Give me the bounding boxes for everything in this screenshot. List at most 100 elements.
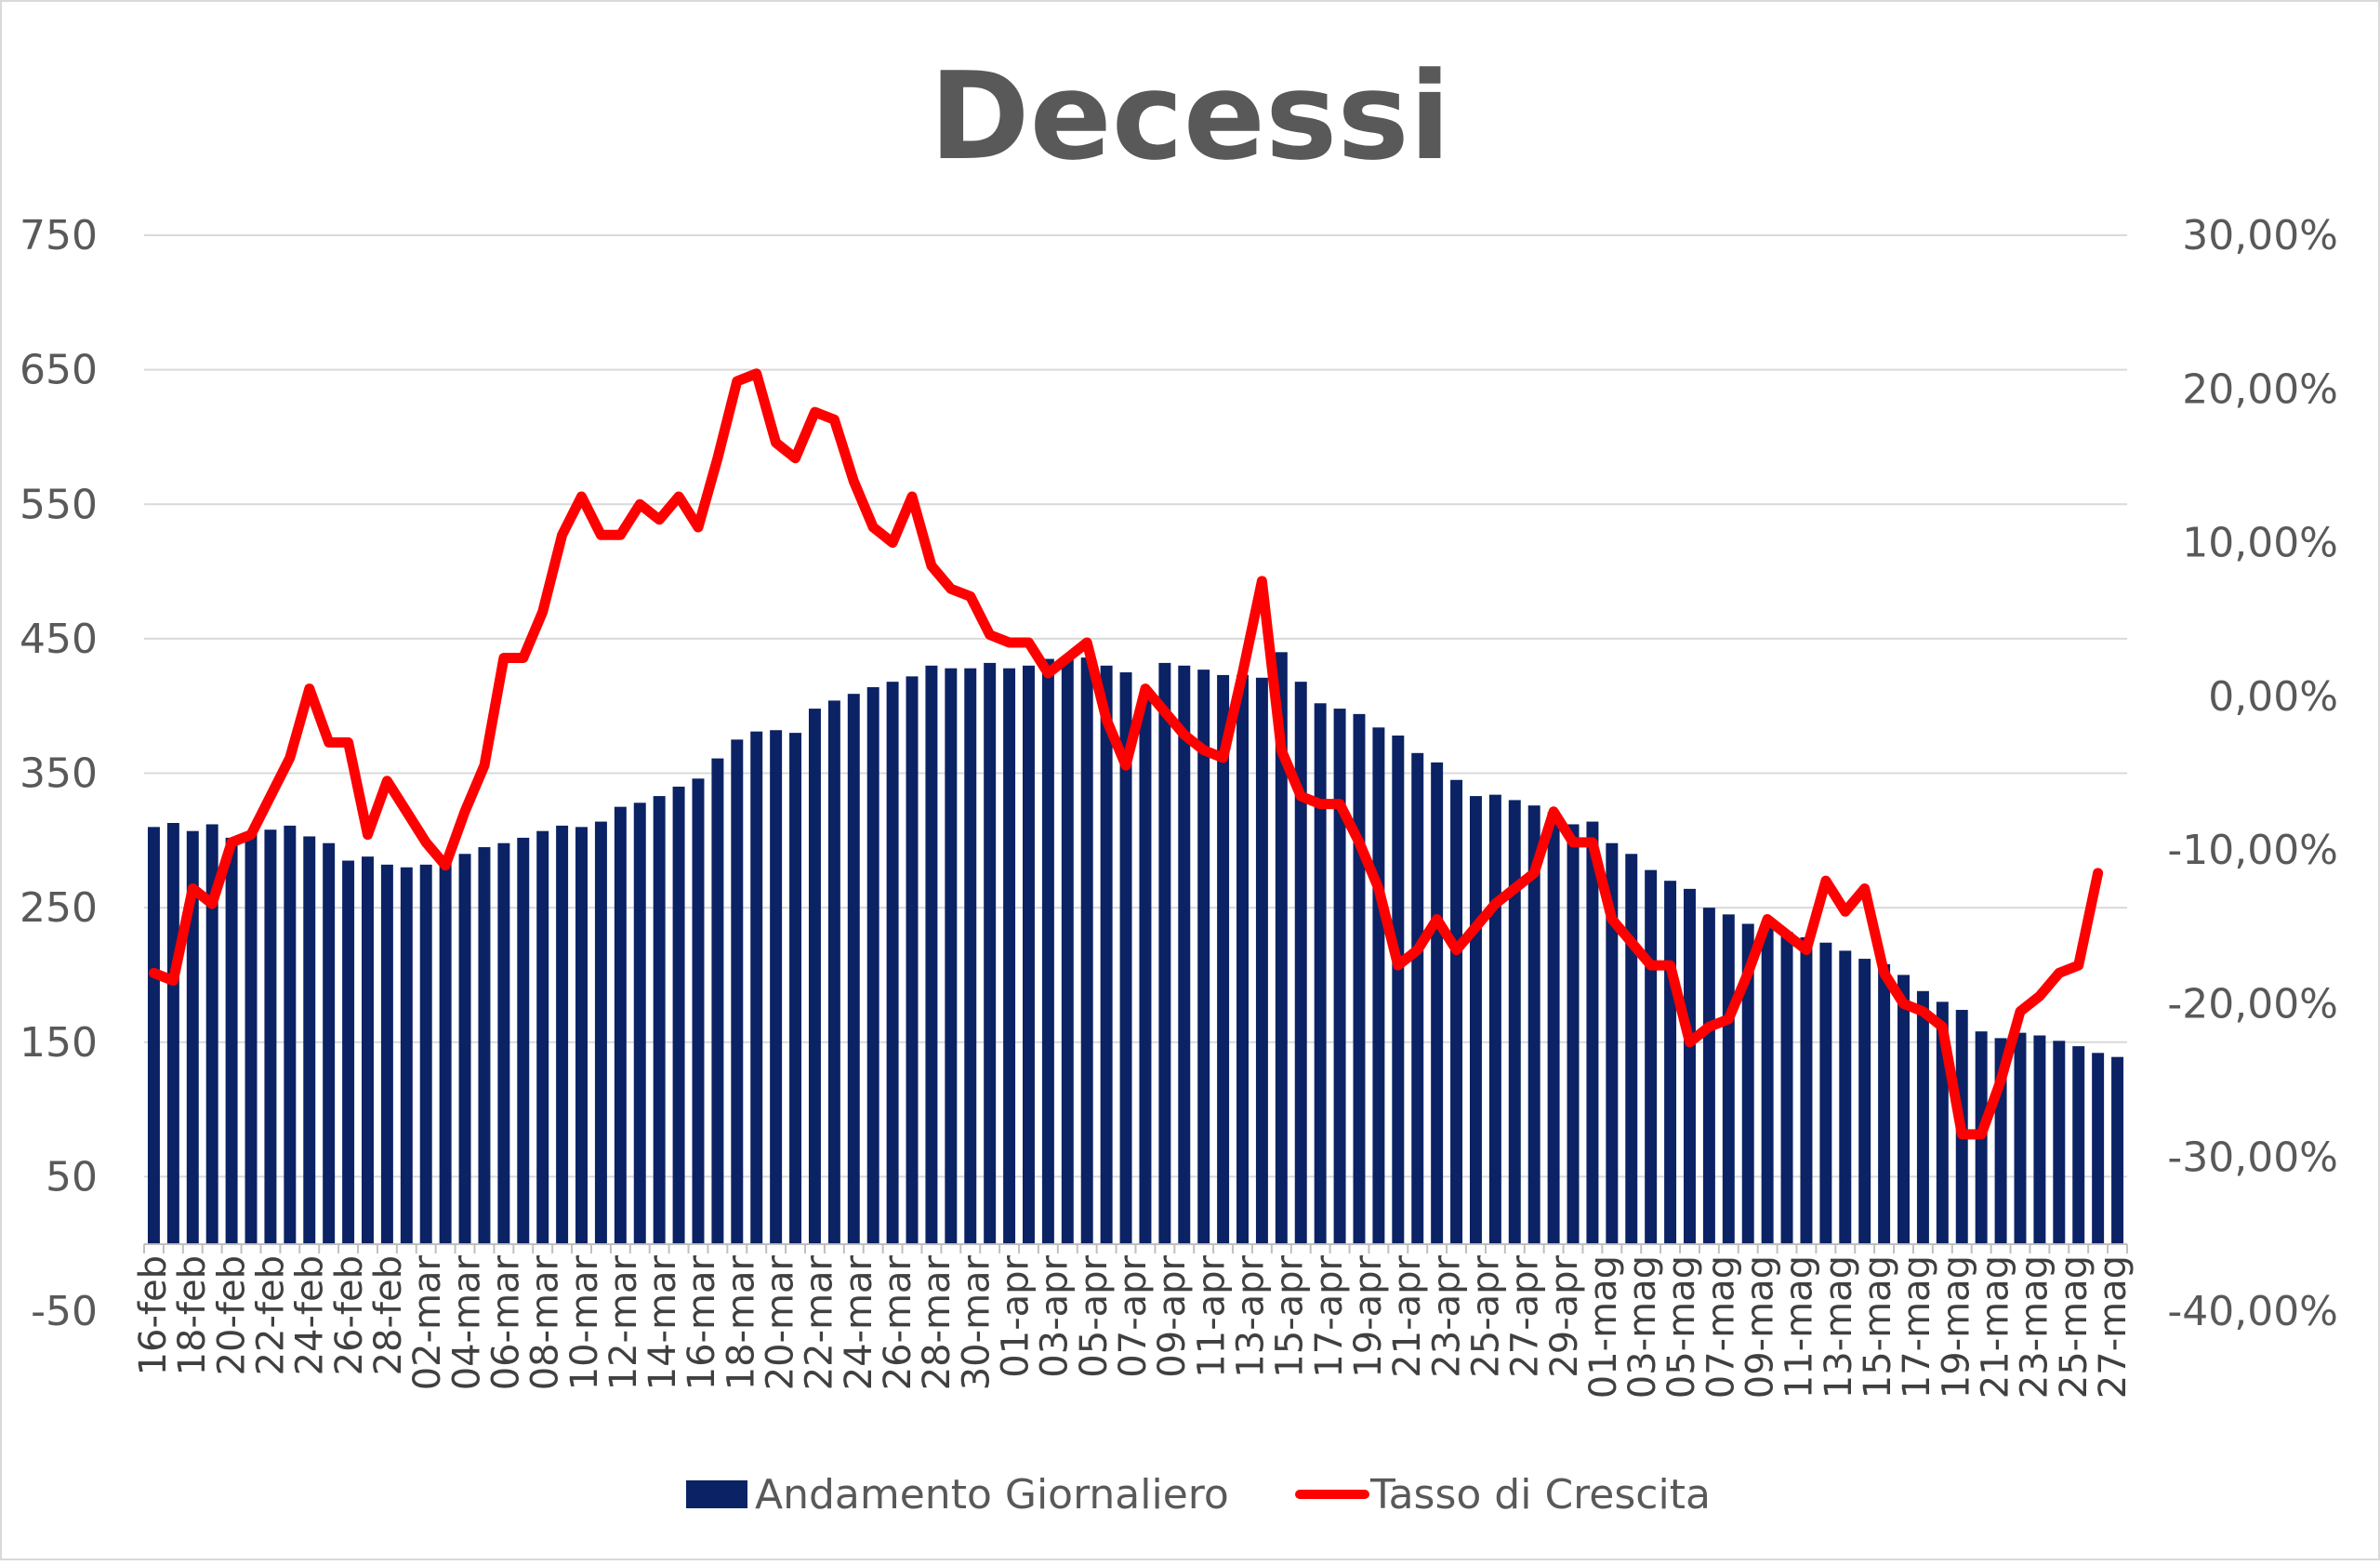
legend-label-bar: Andamento Giornaliero (755, 1471, 1229, 1519)
x-axis-tick-label: 18-mar (720, 1254, 762, 1390)
x-axis-tick-label: 03-apr (1034, 1254, 1077, 1377)
bar (323, 842, 336, 1244)
bar (1741, 923, 1754, 1244)
bar (1314, 703, 1327, 1244)
bar (1450, 779, 1463, 1244)
left-axis-tick-label: 50 (46, 1153, 98, 1200)
bar (1100, 665, 1113, 1244)
x-axis-tick-label: 13-mag (1818, 1255, 1860, 1399)
x-axis-tick-label: 20-mar (760, 1254, 802, 1390)
bar (1275, 652, 1288, 1244)
bar (789, 733, 802, 1244)
bar (1411, 752, 1424, 1244)
bar (692, 778, 705, 1244)
bar (827, 700, 840, 1244)
bar (458, 854, 471, 1244)
bar (303, 836, 316, 1244)
x-axis-tick-label: 22-mar (799, 1254, 841, 1390)
x-axis-tick-label: 16-feb (132, 1255, 175, 1375)
x-axis-tick-label: 25-apr (1464, 1254, 1507, 1377)
bar (1041, 658, 1054, 1244)
bar (653, 796, 666, 1244)
bar (1839, 950, 1852, 1244)
bar (1392, 736, 1405, 1244)
bar (1858, 959, 1871, 1244)
bar (186, 830, 199, 1244)
bar (1469, 796, 1482, 1244)
x-axis-tick-label: 15-mag (1857, 1255, 1899, 1399)
line-series (149, 368, 2104, 1140)
bar (750, 731, 763, 1244)
x-axis-tick-label: 23-mag (2014, 1255, 2056, 1399)
bar (984, 662, 997, 1244)
bar (1197, 670, 1210, 1244)
bar (1567, 824, 1580, 1244)
x-axis-tick-label: 08-mar (524, 1254, 567, 1390)
bar (1606, 842, 1619, 1244)
bar (1508, 800, 1521, 1244)
x-axis-tick-label: 02-mar (406, 1254, 449, 1390)
x-axis-tick-label: 19-mag (1935, 1255, 1977, 1399)
bar (2033, 1035, 2046, 1244)
x-axis-tick-label: 18-feb (171, 1255, 214, 1375)
x-axis-tick-label: 24-mar (838, 1254, 880, 1390)
x-axis-tick-label: 28-feb (367, 1255, 410, 1375)
bar (906, 676, 919, 1244)
bar (847, 694, 860, 1244)
bar (2092, 1053, 2105, 1244)
right-axis-tick-label: 20,00% (2182, 365, 2338, 413)
bar (575, 827, 588, 1244)
x-axis-tick-label: 14-mar (641, 1254, 684, 1390)
legend-label-line: Tasso di Crescita (1369, 1471, 1711, 1519)
x-axis-tick-label: 26-mar (877, 1254, 919, 1390)
bar (925, 665, 938, 1244)
bar (1431, 762, 1444, 1244)
bar (1023, 665, 1035, 1244)
bar (1702, 908, 1715, 1244)
bar (886, 682, 899, 1244)
bar (362, 856, 374, 1244)
left-axis-tick-label: -50 (31, 1288, 98, 1335)
bar (517, 837, 530, 1244)
x-axis-tick-label: 01-apr (995, 1254, 1038, 1377)
bar (945, 668, 958, 1244)
bar (866, 686, 879, 1244)
x-axis-tick-label: 12-mar (602, 1254, 645, 1390)
left-axis-tick-label: 450 (20, 616, 98, 663)
bar (400, 867, 413, 1244)
bar (1761, 926, 1774, 1244)
x-axis-tick-label: 26-feb (328, 1255, 371, 1375)
bar (1178, 665, 1191, 1244)
bar (264, 829, 277, 1244)
bar (2072, 1046, 2085, 1244)
right-axis-tick-label: -40,00% (2167, 1288, 2338, 1335)
x-axis-tick-label: 16-mar (681, 1254, 723, 1390)
bar (380, 864, 393, 1244)
x-axis-tick-label: 11-apr (1190, 1254, 1233, 1377)
right-axis-tick-label: 30,00% (2182, 212, 2338, 259)
bar (497, 842, 510, 1244)
bar (1878, 963, 1891, 1244)
bar (731, 739, 744, 1244)
x-axis-tick-label: 27-mag (2092, 1255, 2135, 1399)
x-axis-tick-label: 21-mag (1975, 1255, 2017, 1399)
bar (1916, 990, 1929, 1244)
bar (1372, 727, 1385, 1244)
bar (1294, 682, 1307, 1244)
right-axis-tick-label: -30,00% (2167, 1134, 2338, 1182)
left-axis-tick-label: 550 (20, 481, 98, 528)
x-axis-tick-label: 19-apr (1347, 1254, 1390, 1377)
right-axis-tick-label: 10,00% (2182, 520, 2338, 567)
bar (1158, 662, 1171, 1244)
x-axis-tick-label: 05-mag (1660, 1255, 1703, 1399)
x-axis-tick-label: 07-mag (1699, 1255, 1742, 1399)
x-axis-tick-label: 10-mar (563, 1254, 606, 1390)
bar (1684, 888, 1696, 1244)
bar (1625, 854, 1638, 1244)
chart-title: Decessi (930, 46, 1451, 187)
bar (1061, 656, 1074, 1244)
bar (1547, 812, 1560, 1244)
bar (1897, 975, 1910, 1244)
bar (964, 668, 977, 1244)
